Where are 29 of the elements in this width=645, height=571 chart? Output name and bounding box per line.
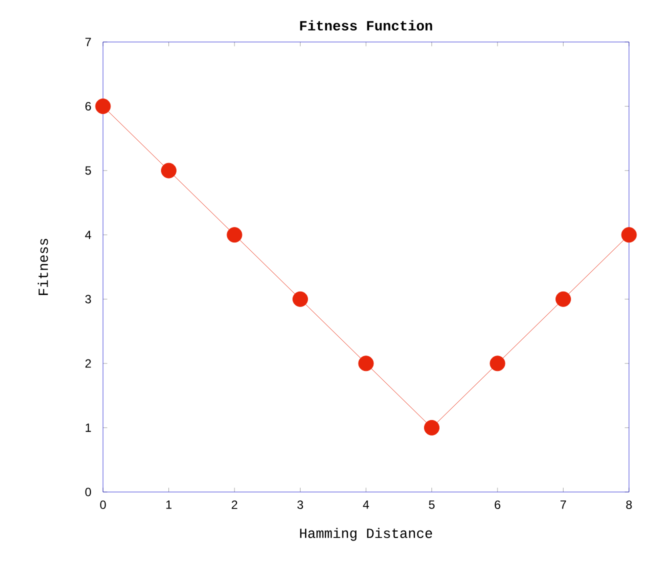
point xyxy=(95,98,111,114)
y-axis-title: Fitness xyxy=(38,238,48,295)
x-tick-label: 4 xyxy=(362,500,369,509)
point xyxy=(358,356,374,372)
x-tick-label: 2 xyxy=(232,500,238,509)
y-tick-label: 7 xyxy=(85,38,91,46)
x-tick-label: 6 xyxy=(494,500,500,509)
y-tick-label: 5 xyxy=(85,166,91,175)
x-tick-label: 8 xyxy=(626,500,632,509)
y-tick-label: 4 xyxy=(85,230,92,239)
y-tick-label: 3 xyxy=(85,294,91,304)
point xyxy=(424,420,440,436)
x-axis-title: Hamming Distance xyxy=(300,528,432,541)
x-tick-label: 7 xyxy=(560,500,566,509)
x-tick-label: 5 xyxy=(428,500,435,509)
x-tick-label: 3 xyxy=(297,500,304,509)
point xyxy=(161,162,176,178)
x-tick-label: 1 xyxy=(166,500,172,509)
y-tick-label: 1 xyxy=(86,424,91,432)
point xyxy=(490,356,506,372)
chart-title: Fitness Function xyxy=(300,20,432,31)
y-tick-label: 6 xyxy=(85,102,91,111)
point xyxy=(556,291,571,307)
point xyxy=(621,227,637,243)
x-tick-label: 0 xyxy=(100,500,106,509)
y-tick-label: 2 xyxy=(85,359,91,368)
point xyxy=(292,291,308,307)
point xyxy=(226,227,242,243)
y-tick-label: 0 xyxy=(85,488,92,496)
